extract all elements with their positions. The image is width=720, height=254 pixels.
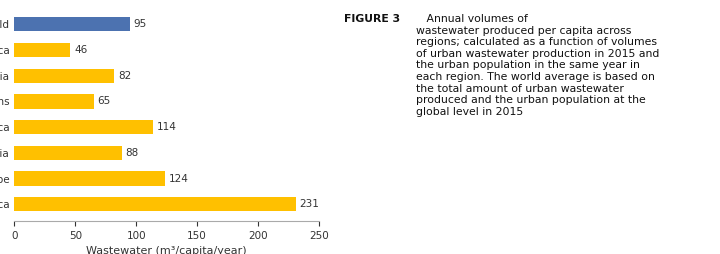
Text: 88: 88 [125,148,138,158]
Bar [14,120,153,134]
Text: 95: 95 [134,19,147,29]
X-axis label: Wastewater (m³/capita/year): Wastewater (m³/capita/year) [86,246,247,254]
Bar [14,94,94,108]
Bar [14,146,122,160]
Text: 124: 124 [169,173,189,184]
Text: 82: 82 [118,71,131,81]
Bar [14,197,296,211]
Bar [14,17,130,31]
Text: 114: 114 [157,122,176,132]
Bar [14,171,166,186]
Text: FIGURE 3: FIGURE 3 [344,14,400,24]
Text: 46: 46 [74,45,87,55]
Text: Annual volumes of
wastewater produced per capita across
regions; calculated as a: Annual volumes of wastewater produced pe… [416,14,660,117]
Bar [14,43,71,57]
Text: 65: 65 [97,97,110,106]
Text: 231: 231 [300,199,319,209]
Bar [14,69,114,83]
